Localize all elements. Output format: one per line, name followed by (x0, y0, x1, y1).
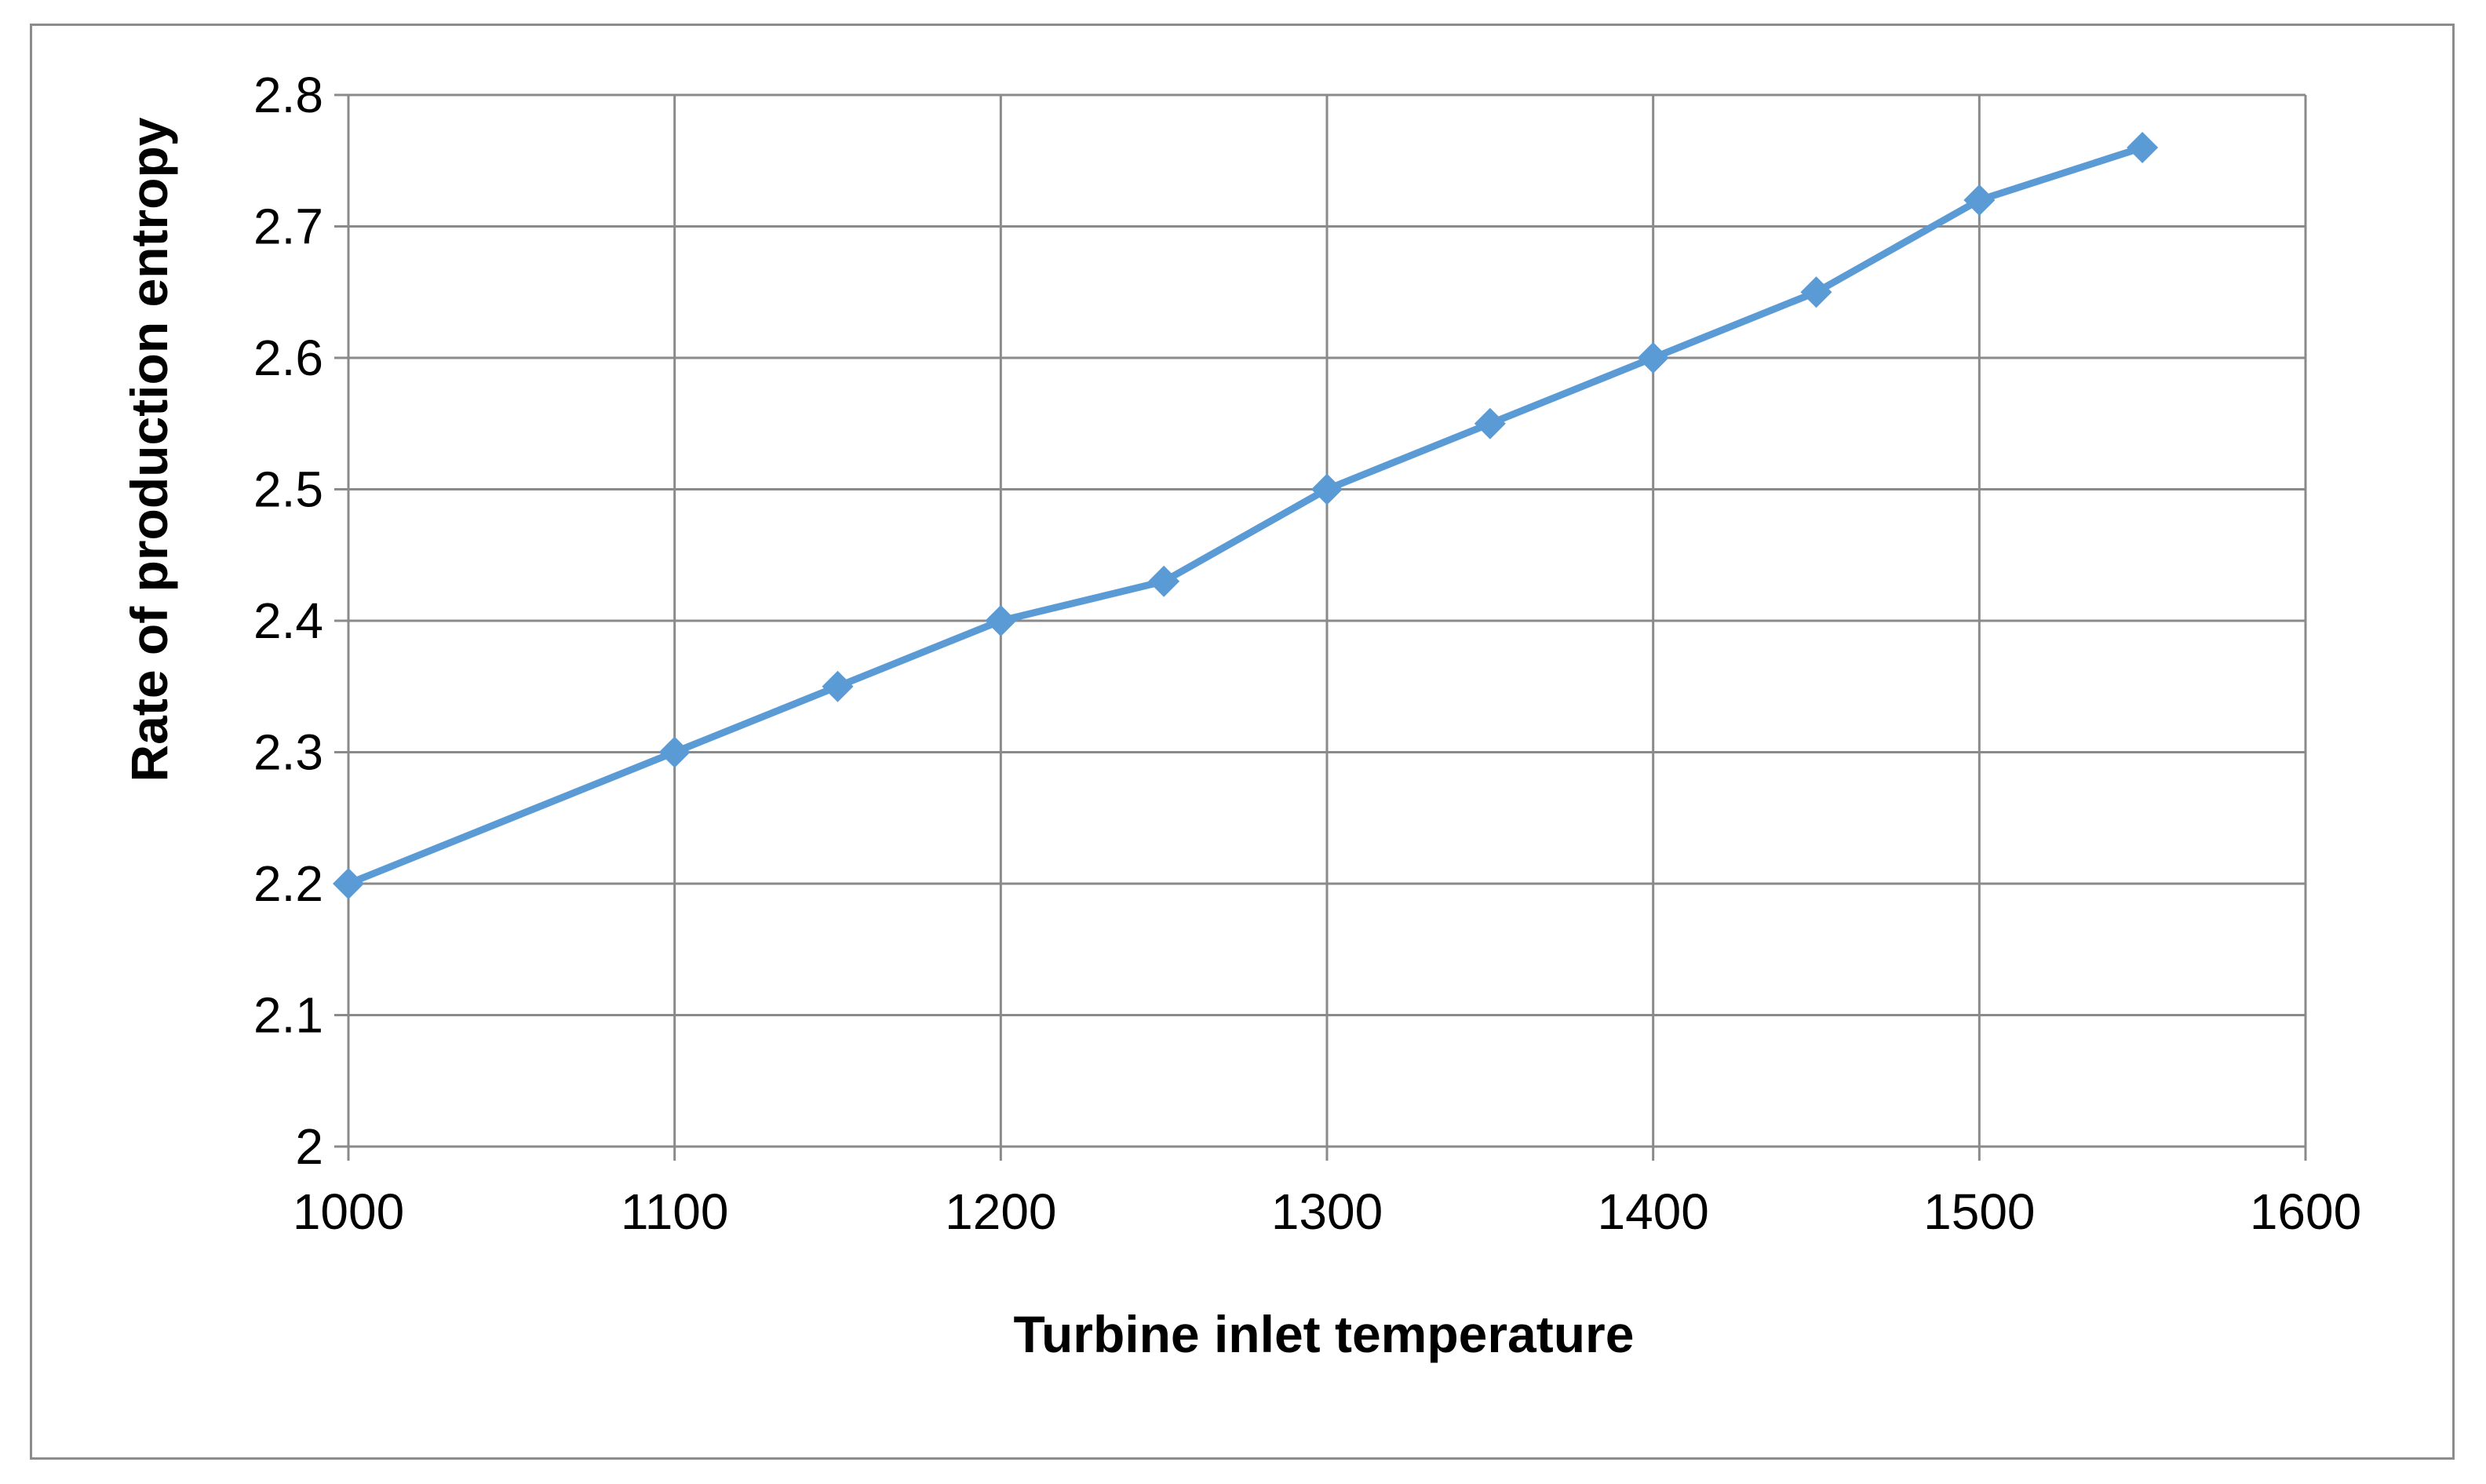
data-point (1637, 342, 1669, 374)
data-point (1148, 565, 1180, 597)
y-tick-label: 2 (295, 1118, 323, 1175)
line-chart: 2 2.1 2.2 2.3 2.4 2.5 2.6 2.7 2.8 1000 1100 1200 13… (120, 67, 2361, 1363)
y-tick-label: 2.8 (253, 67, 323, 123)
x-tick-labels: 1000 1100 1200 1300 1400 1500 1600 (293, 1183, 2361, 1240)
data-point (658, 736, 691, 768)
data-point (333, 868, 364, 899)
series-line (344, 144, 2146, 888)
x-tick-label: 1200 (945, 1183, 1056, 1240)
data-point (1963, 184, 1996, 216)
y-tick-label: 2.6 (253, 330, 323, 386)
y-tick-labels: 2 2.1 2.2 2.3 2.4 2.5 2.6 2.7 2.8 (253, 67, 323, 1175)
data-point (2127, 132, 2159, 163)
x-tick-label: 1300 (1271, 1183, 1383, 1240)
y-tick-label: 2.3 (253, 724, 323, 781)
x-tick-label: 1000 (293, 1183, 404, 1240)
x-tick-label: 1400 (1597, 1183, 1708, 1240)
y-tick-label: 2.4 (253, 593, 323, 649)
y-tick-label: 2.7 (253, 199, 323, 255)
chart-frame: 2 2.1 2.2 2.3 2.4 2.5 2.6 2.7 2.8 1000 1100 1200 13… (30, 24, 2455, 1460)
data-point (822, 670, 854, 702)
y-tick-label: 2.2 (253, 855, 323, 912)
x-axis-title: Turbine inlet temperature (1014, 1305, 1635, 1363)
x-tick-label: 1600 (2250, 1183, 2361, 1240)
data-markers (333, 132, 2159, 899)
x-tick-label: 1500 (1923, 1183, 2035, 1240)
y-tick-label: 2.5 (253, 461, 323, 518)
axes (334, 93, 2307, 1161)
data-point (1800, 276, 1832, 308)
gridlines (347, 93, 2307, 1148)
data-point (1474, 407, 1506, 439)
y-axis-title: Rate of production entropy (120, 117, 178, 782)
data-point (985, 605, 1017, 636)
x-tick-label: 1100 (621, 1183, 729, 1240)
data-series (344, 144, 2146, 888)
data-point (1311, 473, 1343, 505)
y-tick-label: 2.1 (253, 987, 323, 1044)
